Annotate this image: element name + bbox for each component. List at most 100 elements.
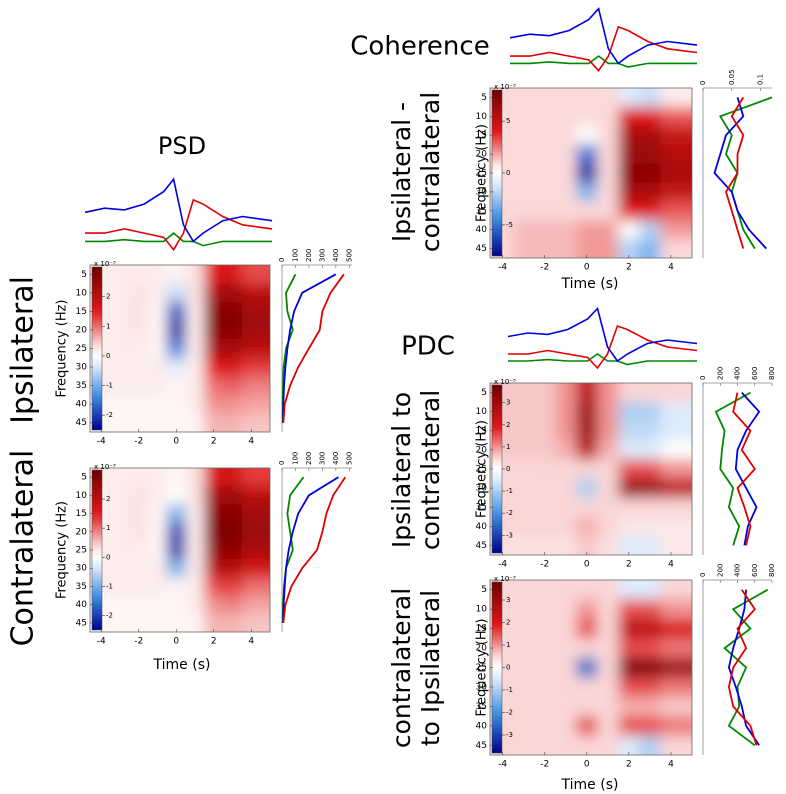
cell	[513, 182, 535, 202]
profile-tick-label: 200	[305, 452, 313, 465]
cell	[110, 577, 130, 597]
cell	[660, 239, 692, 258]
x-tick-label: 2	[626, 560, 632, 570]
x-tick-label: -4	[498, 263, 507, 273]
row-label: Ipsilateral -	[387, 102, 416, 242]
cell	[597, 459, 619, 480]
cell	[660, 144, 692, 165]
cell	[618, 618, 640, 639]
cell	[660, 497, 692, 518]
cell	[513, 239, 535, 258]
cell	[166, 504, 187, 524]
cb-tick-label: -2	[106, 611, 113, 619]
cell	[534, 144, 556, 165]
cell	[241, 559, 270, 578]
y-tick-label: 25	[476, 169, 487, 179]
cell	[204, 577, 224, 597]
cell	[241, 265, 270, 285]
cell	[639, 599, 661, 620]
cell	[223, 613, 243, 632]
cell	[166, 339, 187, 359]
cell	[576, 239, 598, 258]
profile-tick-label: 400	[734, 367, 742, 380]
cell	[534, 220, 556, 240]
profile-tick-label: 300	[318, 249, 326, 262]
y-tick-label: 30	[476, 682, 488, 692]
cell	[555, 580, 577, 600]
cell	[129, 522, 149, 542]
cell	[204, 283, 224, 303]
cell	[639, 201, 661, 221]
cell	[660, 383, 692, 403]
cell	[166, 595, 187, 615]
cell	[513, 497, 535, 518]
cell	[660, 220, 692, 240]
profile-tick-label: 0	[699, 376, 707, 380]
cell	[639, 580, 661, 600]
cb-tick-label: 0	[506, 664, 510, 672]
cell	[166, 357, 187, 377]
cell	[129, 540, 149, 560]
cell	[241, 595, 270, 615]
cb-scale-label: x 10⁻³	[494, 83, 516, 91]
cell	[597, 163, 619, 183]
row-label: Ipsilateral	[6, 276, 41, 424]
cell	[241, 522, 270, 542]
cell	[110, 320, 130, 340]
y-tick-label: 40	[476, 522, 488, 532]
cell	[534, 478, 556, 499]
cell	[513, 696, 535, 717]
cell	[639, 735, 661, 755]
cell	[660, 696, 692, 717]
cell	[639, 383, 661, 403]
cell	[597, 402, 619, 422]
cell	[534, 201, 556, 221]
cell	[597, 599, 619, 620]
cell	[223, 595, 243, 615]
cell	[129, 394, 149, 414]
cell	[513, 580, 535, 600]
cell	[513, 440, 535, 460]
x-tick-label: -4	[498, 560, 507, 570]
cell	[223, 320, 243, 340]
cell	[576, 618, 598, 639]
cell	[555, 618, 577, 639]
cell	[660, 580, 692, 600]
cell	[639, 239, 661, 258]
cell	[555, 638, 577, 659]
cell	[129, 595, 149, 615]
cell	[618, 383, 640, 403]
cell	[576, 696, 598, 717]
cell	[185, 339, 205, 359]
cell	[185, 540, 205, 560]
y-tick-label: 10	[476, 407, 488, 417]
cell	[597, 716, 619, 737]
cell	[618, 516, 640, 537]
x-tick-label: 4	[248, 437, 254, 447]
cell	[534, 182, 556, 202]
cell	[618, 716, 640, 737]
cell	[204, 302, 224, 322]
y-tick-label: 25	[476, 465, 487, 475]
cell	[110, 357, 130, 377]
cb-tick-label: 3	[506, 596, 510, 604]
cell	[513, 106, 535, 127]
cell	[110, 595, 130, 615]
cell	[660, 677, 692, 698]
cell	[185, 486, 205, 505]
cell	[148, 522, 168, 542]
cell	[148, 413, 168, 432]
cell	[576, 201, 598, 221]
cell	[576, 402, 598, 422]
cell	[618, 580, 640, 600]
cell	[513, 88, 535, 108]
cell	[129, 320, 149, 340]
cell	[534, 125, 556, 146]
cell	[166, 302, 187, 322]
cb-tick-label: 2	[506, 619, 510, 627]
cell	[555, 402, 577, 422]
cell	[223, 486, 243, 505]
cell	[148, 357, 168, 377]
panel-title: Coherence	[350, 32, 489, 62]
y-tick-label: 30	[476, 484, 488, 494]
